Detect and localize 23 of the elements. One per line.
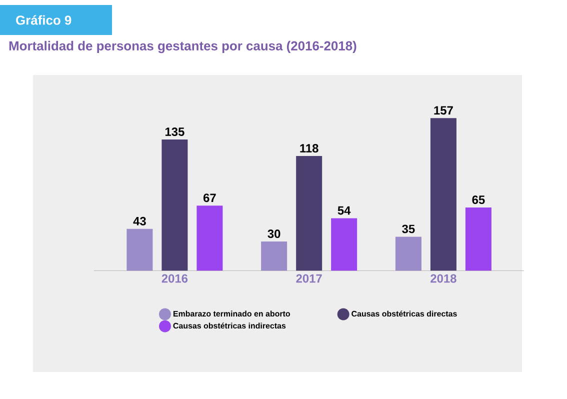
- data-label: 54: [338, 206, 351, 215]
- data-label: 118: [300, 144, 318, 152]
- bar: [126, 228, 153, 271]
- bar: [162, 140, 188, 271]
- data-label: 65: [472, 196, 485, 204]
- chart-subtitle: Mortalidad de personas gestantes por causa (2016-2018): [9, 40, 356, 54]
- bar: [296, 156, 322, 271]
- bar: [430, 118, 456, 271]
- data-label: 135: [165, 128, 184, 136]
- x-tick-label: 2017: [296, 274, 322, 283]
- data-label: 30: [268, 230, 280, 238]
- bar: [465, 208, 492, 271]
- data-label: 35: [402, 224, 415, 234]
- data-label: 157: [434, 106, 453, 115]
- bar: [395, 236, 422, 271]
- chart-title: Gráfico 9: [16, 15, 72, 25]
- data-label: 43: [133, 216, 146, 226]
- x-tick-label: 2018: [430, 274, 456, 283]
- x-tick-label: 2016: [162, 274, 188, 283]
- bar: [261, 242, 288, 271]
- bar: [196, 206, 223, 271]
- bar: [331, 218, 358, 271]
- data-label: 67: [203, 194, 216, 202]
